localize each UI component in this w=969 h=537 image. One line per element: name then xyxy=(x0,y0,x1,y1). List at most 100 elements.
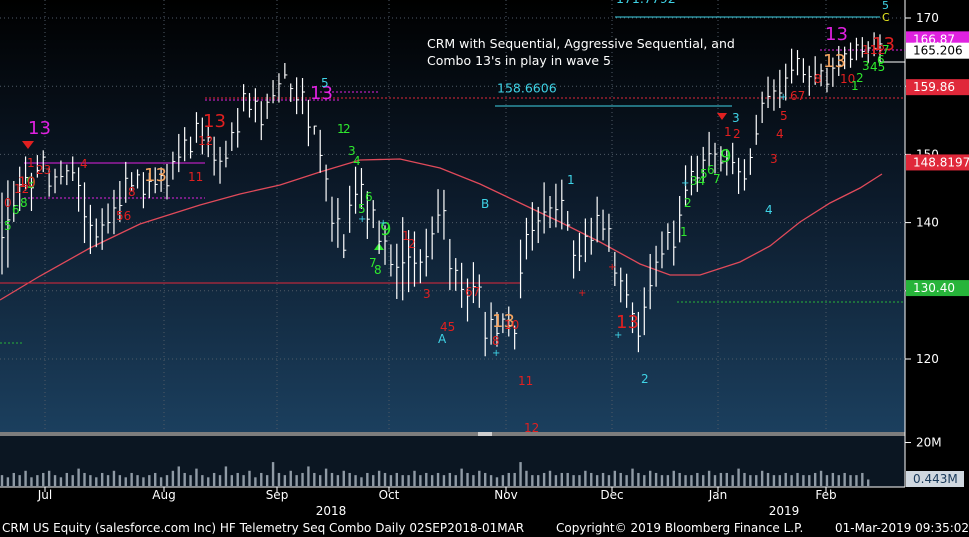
moving-average-line xyxy=(0,158,883,301)
demark-count-label: 6 xyxy=(707,163,715,177)
volume-bar xyxy=(796,472,799,486)
demark-count-label: 11 xyxy=(862,43,877,57)
demark-count-label: 2 xyxy=(733,127,741,141)
volume-bar xyxy=(201,475,204,486)
volume-bar xyxy=(301,472,304,486)
volume-bar xyxy=(283,475,287,486)
volume-bar xyxy=(77,468,80,486)
x-month-label: Feb xyxy=(815,488,836,502)
divider-handle[interactable] xyxy=(478,432,492,436)
volume-bar xyxy=(366,472,369,486)
demark-count-label: 13 xyxy=(203,111,226,132)
volume-bar xyxy=(436,472,440,486)
demark-count-label: 10 xyxy=(18,175,36,191)
x-month-label: Jan xyxy=(708,488,728,502)
plus-marker-icon: + xyxy=(492,348,500,359)
demark-count-label: 1 xyxy=(680,225,688,239)
demark-count-label: 13 xyxy=(492,311,515,332)
volume-bar xyxy=(578,475,581,486)
x-year-label: 2019 xyxy=(769,504,800,518)
volume-bar xyxy=(395,472,399,486)
volume-bar xyxy=(867,479,870,486)
volume-bar xyxy=(507,472,510,486)
demark-count-label: 4 xyxy=(80,157,88,171)
volume-bar xyxy=(59,477,63,486)
volume-bar xyxy=(448,472,452,486)
volume-bar xyxy=(100,472,104,486)
demark-count-label: C xyxy=(882,11,890,24)
footer-middle: Copyright© 2019 Bloomberg Finance L.P. xyxy=(556,521,803,535)
volume-bar xyxy=(236,472,239,486)
price-tag-label: 130.40 xyxy=(913,281,955,295)
price-tag xyxy=(906,79,969,96)
volume-bar xyxy=(613,470,617,486)
demark-count-label: 12 xyxy=(524,421,539,435)
volume-last-label: 0.443M xyxy=(913,472,958,486)
x-month-label: Dec xyxy=(600,488,623,502)
volume-bar xyxy=(813,472,817,486)
plus-marker-icon: + xyxy=(358,214,366,225)
volume-bar xyxy=(861,472,864,486)
demark-count-label: 3 xyxy=(770,152,778,166)
demark-count-label: 2 xyxy=(856,71,864,85)
price-tag-label: 148.8197 xyxy=(913,155,969,169)
volume-bar xyxy=(819,470,823,486)
volume-bar xyxy=(660,475,664,486)
volume-bar xyxy=(737,468,740,486)
volume-bar xyxy=(584,470,587,486)
volume-bar xyxy=(254,477,257,486)
plus-marker-icon: + xyxy=(578,288,586,299)
demark-count-label: B xyxy=(481,197,489,211)
volume-bar xyxy=(265,475,269,486)
volume-bar xyxy=(389,475,393,486)
volume-bar xyxy=(454,475,457,486)
demark-count-label: 2 xyxy=(343,122,351,136)
volume-bar xyxy=(483,472,487,486)
volume-bar xyxy=(242,475,245,486)
red-arrow-down-icon-jan xyxy=(717,113,727,120)
volume-bar xyxy=(136,475,139,486)
demark-count-label: 5 xyxy=(882,0,889,12)
volume-panel-background xyxy=(0,436,905,487)
volume-bar xyxy=(360,477,363,486)
volume-bar xyxy=(195,468,198,486)
volume-bar xyxy=(248,470,251,486)
volume-bar xyxy=(165,475,169,486)
demark-count-label: 13 xyxy=(872,34,895,55)
demark-count-label: 3 xyxy=(862,59,870,73)
volume-bar xyxy=(772,475,776,486)
level-callout: 171.7792 xyxy=(616,0,676,6)
volume-bar xyxy=(702,475,705,486)
volume-bar xyxy=(330,472,334,486)
demark-count-label: 13 xyxy=(310,83,333,104)
demark-count-label: 34 xyxy=(690,174,705,188)
volume-bar xyxy=(778,475,782,486)
price-tag xyxy=(906,42,969,59)
volume-bar xyxy=(30,477,33,486)
chart-note-line-1: CRM with Sequential, Aggressive Sequenti… xyxy=(427,36,735,51)
demark-count-label: 7 xyxy=(369,256,377,270)
price-tag xyxy=(906,280,969,297)
demark-count-label: 7 xyxy=(713,172,721,186)
volume-bar xyxy=(342,470,345,486)
volume-bar xyxy=(425,472,428,486)
volume-bar xyxy=(18,475,21,486)
volume-bar xyxy=(560,472,563,486)
demark-count-label: 10 xyxy=(840,72,855,86)
demark-count-label: 8 xyxy=(492,334,500,348)
plus-marker-icon: + xyxy=(779,92,787,103)
price-tag xyxy=(906,154,969,171)
volume-bar xyxy=(566,472,569,486)
footer-left: CRM US Equity (salesforce.com Inc) HF Te… xyxy=(2,521,524,535)
volume-bar xyxy=(148,475,151,486)
x-month-label: Jul xyxy=(37,488,52,502)
volume-bar xyxy=(260,472,263,486)
demark-count-label: 5 xyxy=(358,202,366,216)
x-axis-band xyxy=(0,487,969,537)
x-month-label: Sep xyxy=(266,488,289,502)
demark-count-label: 6 xyxy=(877,53,885,67)
volume-bar xyxy=(307,466,310,486)
volume-bar xyxy=(537,475,540,486)
demark-count-label: 5 xyxy=(780,109,788,123)
volume-bar xyxy=(47,470,51,486)
